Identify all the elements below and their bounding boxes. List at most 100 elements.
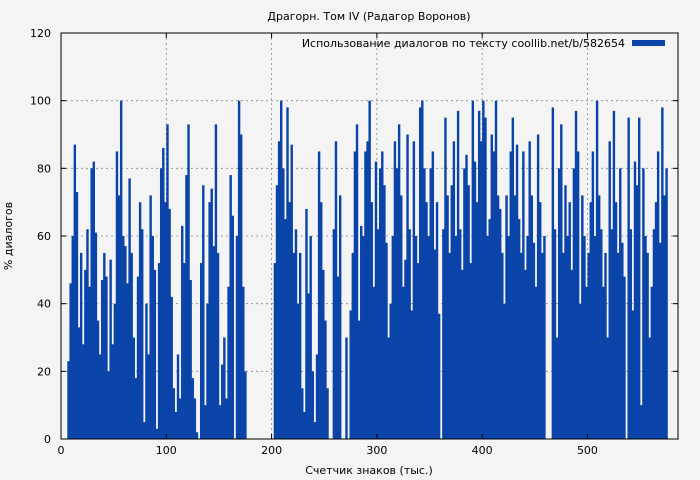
bar	[435, 202, 439, 439]
bar	[313, 422, 317, 439]
bar	[513, 195, 517, 439]
bar	[187, 124, 190, 439]
bar	[124, 246, 127, 439]
bar	[355, 124, 359, 439]
bar	[520, 252, 523, 439]
bar	[71, 236, 74, 439]
bar	[141, 229, 144, 439]
bar	[155, 428, 159, 439]
bar	[172, 388, 176, 439]
bar	[583, 236, 586, 439]
bar	[509, 151, 512, 440]
bar	[507, 236, 510, 439]
bar	[168, 208, 171, 439]
bar	[656, 151, 660, 440]
bar	[376, 229, 380, 439]
bar	[600, 229, 603, 439]
bar	[429, 168, 432, 439]
chart-title: Драгорн. Том IV (Радагор Воронов)	[267, 10, 470, 23]
bar	[631, 310, 635, 439]
bar	[381, 151, 384, 440]
bar	[503, 303, 506, 439]
bar	[454, 236, 458, 439]
bar	[486, 236, 489, 439]
bar	[501, 252, 504, 439]
bar	[663, 195, 666, 439]
bar	[134, 378, 138, 439]
bar	[418, 107, 422, 440]
bar	[475, 202, 479, 439]
bar	[372, 286, 376, 439]
bar	[368, 100, 371, 440]
bar	[130, 252, 133, 439]
bar	[560, 124, 563, 439]
bar	[280, 100, 283, 440]
bar	[597, 195, 601, 439]
bar	[231, 215, 234, 439]
bar	[589, 202, 592, 439]
bar	[229, 175, 232, 439]
bar	[244, 371, 247, 439]
bar	[206, 303, 209, 439]
bar	[73, 144, 77, 439]
bar	[654, 202, 658, 439]
bar	[423, 168, 426, 439]
bar	[579, 303, 582, 439]
bar	[515, 144, 519, 439]
bar	[541, 252, 544, 439]
bar	[482, 100, 485, 440]
bar	[421, 100, 424, 440]
bar	[149, 195, 152, 439]
bar	[393, 141, 397, 439]
bar	[286, 107, 289, 440]
bar	[536, 134, 540, 439]
bar	[400, 195, 403, 439]
bar	[494, 100, 498, 440]
bar	[214, 124, 218, 439]
bar	[650, 286, 654, 439]
bar	[581, 195, 584, 439]
bar	[336, 276, 340, 439]
bar	[237, 100, 241, 440]
y-tick-label: 120	[30, 27, 51, 40]
bar	[568, 202, 571, 439]
bar	[117, 195, 121, 439]
bar	[480, 141, 483, 439]
bar	[189, 279, 192, 439]
bar	[164, 202, 167, 439]
bar	[551, 107, 555, 440]
bar	[608, 141, 611, 439]
bar	[113, 303, 117, 439]
x-tick-label: 500	[577, 444, 598, 457]
bar	[210, 188, 213, 439]
bar	[473, 161, 477, 439]
bar	[221, 364, 224, 439]
bar	[612, 110, 616, 439]
bar	[208, 202, 211, 439]
bar	[574, 110, 578, 439]
bar	[385, 242, 388, 439]
bar	[412, 141, 416, 439]
bar	[303, 411, 306, 439]
bar	[576, 151, 580, 440]
bar	[153, 269, 157, 439]
bar	[147, 354, 150, 439]
bar	[383, 185, 386, 439]
bar	[126, 283, 129, 439]
bar	[587, 252, 590, 439]
bar	[606, 337, 609, 439]
bar	[555, 337, 559, 439]
bar	[159, 168, 163, 439]
bar	[431, 151, 435, 440]
bar	[132, 337, 136, 439]
bar	[294, 229, 298, 439]
x-axis-title: Счетчик знаков (тыс.)	[305, 464, 433, 477]
bar	[362, 236, 365, 439]
x-tick-label: 100	[156, 444, 177, 457]
bar	[602, 286, 605, 439]
bar	[450, 185, 453, 439]
bar	[366, 141, 369, 439]
bar	[227, 286, 230, 439]
bar	[67, 361, 70, 439]
bar	[225, 398, 228, 439]
